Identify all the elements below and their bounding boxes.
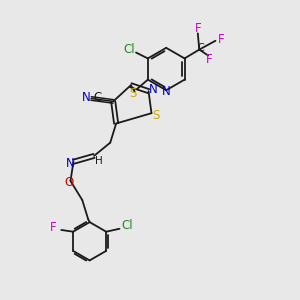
Text: N: N: [148, 83, 157, 96]
Text: S: S: [152, 109, 160, 122]
Text: H: H: [94, 156, 102, 166]
Text: F: F: [50, 221, 57, 234]
Text: Cl: Cl: [123, 43, 134, 56]
Text: S: S: [129, 87, 137, 100]
Text: F: F: [206, 53, 213, 66]
Text: C: C: [197, 43, 204, 53]
Text: F: F: [194, 22, 201, 35]
Text: N: N: [65, 157, 74, 170]
Text: C: C: [94, 91, 102, 104]
Text: F: F: [218, 33, 225, 46]
Text: N: N: [81, 91, 90, 104]
Text: O: O: [64, 176, 74, 189]
Text: N: N: [162, 85, 171, 98]
Text: Cl: Cl: [122, 219, 133, 232]
